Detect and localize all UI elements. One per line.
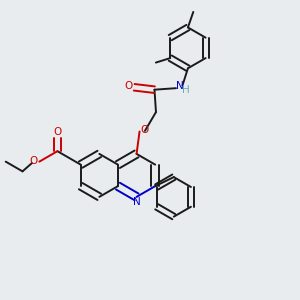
Text: O: O — [125, 81, 133, 92]
Text: O: O — [30, 156, 38, 166]
Text: N: N — [133, 197, 141, 207]
Text: O: O — [53, 128, 62, 137]
Text: H: H — [182, 85, 190, 95]
Text: O: O — [141, 125, 149, 135]
Text: N: N — [176, 81, 184, 91]
